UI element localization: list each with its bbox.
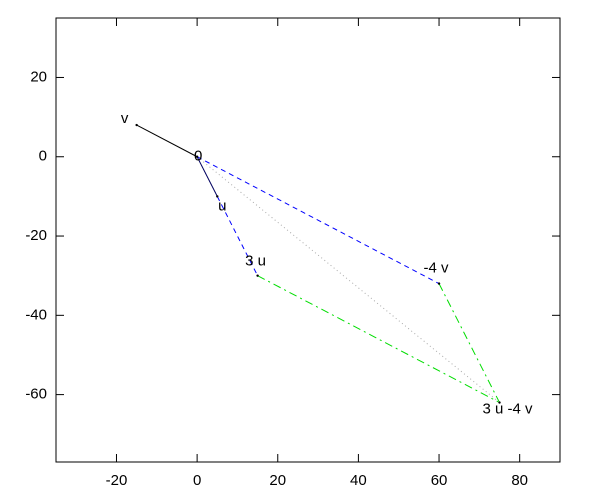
x-tick-label: 0: [193, 472, 201, 489]
y-tick-label: 20: [30, 68, 47, 85]
point-label: u: [218, 197, 226, 214]
point: [216, 195, 219, 198]
point: [256, 274, 259, 277]
x-tick-label: -20: [106, 472, 128, 489]
point-label: v: [121, 110, 129, 127]
x-tick-label: 80: [511, 472, 528, 489]
point: [135, 123, 138, 127]
point: [498, 401, 501, 404]
y-tick-label: -60: [25, 386, 47, 403]
vector-line: [196, 156, 440, 285]
point-label: 3 u -4 v: [483, 401, 534, 418]
x-tick-label: 20: [269, 472, 286, 489]
vector-line: [438, 283, 500, 403]
y-tick-label: -20: [25, 227, 47, 244]
x-tick-label: 40: [350, 472, 367, 489]
vector-line: [216, 196, 259, 276]
y-tick-label: -40: [25, 306, 47, 323]
point: [437, 282, 441, 285]
point-label: 0: [194, 148, 202, 165]
point-label: -4 v: [424, 260, 450, 277]
vector-line: [136, 124, 198, 158]
point-label: 3 u: [245, 253, 266, 270]
vector-line: [257, 275, 500, 403]
point: [195, 155, 199, 158]
plot-frame: [55, 17, 561, 463]
x-tick-label: 60: [431, 472, 448, 489]
vector-line: [196, 156, 218, 197]
vector-line: [196, 156, 500, 403]
y-tick-label: 0: [39, 148, 47, 165]
